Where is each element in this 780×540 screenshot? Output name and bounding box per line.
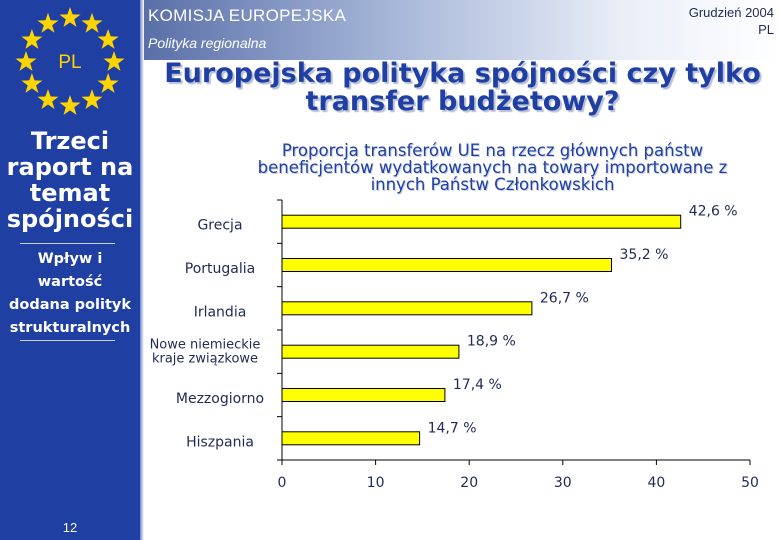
sidebar-title-line: temat — [29, 179, 111, 207]
x-tick-label: 20 — [460, 475, 478, 491]
page-title: Europejska polityka spójności czy tylko … — [150, 60, 775, 116]
sidebar-title-line: Trzeci — [30, 127, 110, 155]
bar — [281, 301, 533, 316]
chart-title-line: beneficjentów wydatkowanych na towary im… — [257, 158, 728, 177]
x-tick-label: 30 — [554, 475, 572, 491]
sidebar-title-line: raport na — [6, 153, 134, 181]
data-label: 14,7 % — [428, 420, 477, 436]
sidebar-title: Trzeci raport na temat spójności — [0, 128, 140, 232]
chart-title-line: innych Państw Członkowskich — [370, 175, 615, 194]
country-code: PL — [58, 52, 82, 73]
star-icon — [21, 29, 43, 49]
category-label: Mezzogiorno — [176, 391, 264, 407]
bar — [281, 344, 460, 359]
category-label: Portugalia — [185, 261, 255, 277]
category-label: kraje związkowe — [152, 352, 258, 367]
sidebar-edge — [140, 0, 144, 540]
star-icon — [37, 89, 59, 109]
page-title-line: transfer budżetowy? — [305, 86, 620, 117]
sidebar-subtitle-line: dodana polityk — [9, 297, 131, 313]
eu-flag-stars-icon — [15, 7, 125, 115]
sidebar-subtitle: Wpływ i wartość dodana polityk struktura… — [0, 248, 140, 340]
star-icon — [81, 12, 103, 33]
star-icon — [59, 7, 81, 27]
category-label: Hiszpania — [186, 434, 254, 450]
chart-title: Proporcja transferów UE na rzecz głównyc… — [210, 142, 775, 193]
data-label: 18,9 % — [467, 334, 516, 350]
star-icon — [59, 95, 81, 115]
sidebar-title-line: spójności — [6, 205, 134, 233]
star-icon — [97, 29, 119, 49]
sidebar-subtitle-line: wartość — [37, 274, 103, 290]
bar — [281, 214, 682, 229]
page-number: 12 — [62, 520, 78, 535]
data-label: 42,6 % — [689, 204, 738, 220]
x-tick-label: 40 — [647, 475, 665, 491]
data-label: 26,7 % — [540, 290, 589, 306]
star-icon — [103, 51, 125, 71]
x-tick-label: 0 — [278, 475, 287, 491]
sidebar-subtitle-line: strukturalnych — [9, 320, 131, 336]
bar — [281, 431, 421, 446]
star-icon — [21, 73, 43, 93]
sidebar-divider — [20, 243, 115, 244]
date-block: Grudzień 2004 PL — [689, 4, 774, 38]
star-icon — [81, 89, 103, 109]
data-label: 17,4 % — [453, 377, 502, 393]
language-code: PL — [758, 22, 774, 37]
star-icon — [37, 12, 59, 33]
category-label: Nowe niemieckie — [150, 338, 261, 353]
data-label: 35,2 % — [620, 247, 669, 263]
bar — [281, 258, 612, 272]
sidebar: PL Trzeci raport na temat spójności Wpły… — [0, 0, 140, 540]
star-icon — [97, 73, 119, 93]
organization-name: KOMISJA EUROPEJSKA — [148, 6, 347, 25]
department-name: Polityka regionalna — [148, 35, 267, 51]
chart-title-line: Proporcja transferów UE na rzecz głównyc… — [281, 141, 704, 160]
sidebar-subtitle-line: Wpływ i — [37, 251, 103, 267]
bar — [281, 388, 446, 402]
category-label: Grecja — [197, 218, 242, 234]
date-text: Grudzień 2004 — [688, 5, 774, 20]
x-tick-label: 10 — [367, 475, 385, 491]
x-tick-label: 50 — [741, 475, 759, 491]
header-band — [144, 0, 780, 60]
star-icon — [15, 51, 37, 71]
category-label: Irlandia — [194, 304, 247, 320]
page-title-line: Europejska polityka spójności czy tylko — [164, 58, 761, 89]
sidebar-divider — [20, 340, 115, 341]
